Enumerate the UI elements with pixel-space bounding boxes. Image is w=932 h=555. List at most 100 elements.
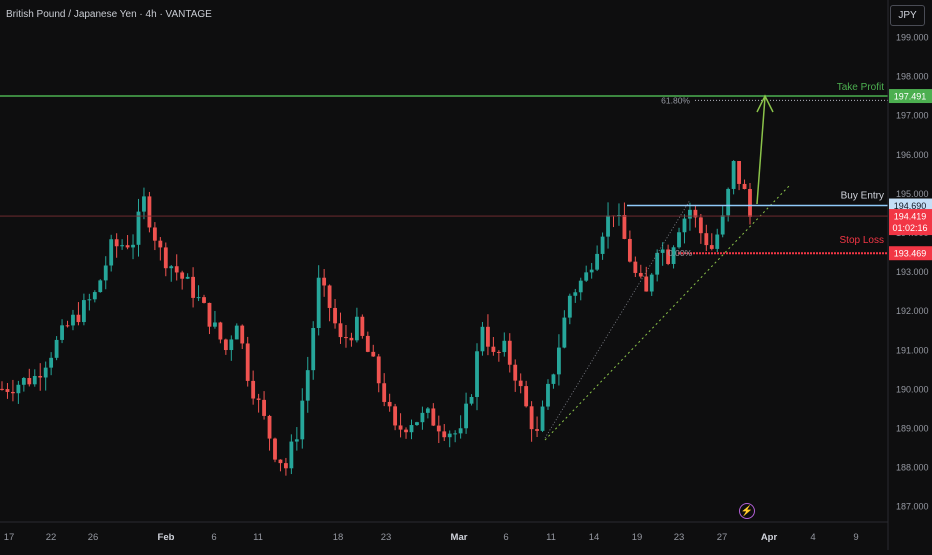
candle-body [234,325,239,340]
y-tick-label: 189.000 [896,424,929,434]
candle-body [475,351,479,397]
candle-body [120,245,125,247]
candle-body [360,316,365,336]
candle-body [720,215,725,235]
candle-body [600,236,605,254]
buy-entry-price-tag [889,198,932,213]
x-tick-label: 23 [674,532,685,543]
x-tick-label: 11 [546,532,556,543]
x-tick-label: 27 [717,532,728,543]
candle-body [87,299,92,301]
candle-body [677,232,681,248]
candle-body [202,297,206,303]
candle-body [114,239,119,247]
candle-body [584,272,589,281]
candle-body [65,325,70,327]
candle-body [540,406,545,431]
candle-body [338,323,343,338]
candle-body [16,384,21,394]
candle-body [486,326,490,347]
candle-body [136,211,141,245]
candle-body [546,383,550,407]
candle-body [633,261,638,273]
candle-body [589,269,594,273]
candle-body [453,433,458,435]
candle-body [365,335,370,352]
candle-body [638,272,643,277]
candle-body [218,322,223,340]
candle-body [311,327,316,371]
candle-body [158,240,163,248]
candle-body [305,370,310,401]
candle-body [125,245,130,248]
currency-button[interactable]: JPY [890,5,925,26]
lightning-bolt-icon[interactable]: ⚡ [739,503,755,519]
candle-body [185,276,190,279]
candle-body [524,386,529,407]
candle-body [354,316,359,341]
y-tick-label: 191.000 [896,345,929,355]
candle-body [420,412,425,423]
candle-body [398,425,403,430]
candle-body [464,403,468,429]
candle-body [273,438,277,460]
candle-body [32,375,37,385]
y-tick-label: 192.000 [896,306,929,316]
candle-body [442,431,447,438]
take-profit-price-tag [889,89,932,104]
candle-body [256,398,261,400]
candle-body [649,274,654,292]
x-tick-label: 22 [46,532,57,543]
candle-body [169,266,174,269]
candle-body [5,389,10,392]
candle-body [327,285,332,308]
candle-body [480,326,485,352]
target-arrow-shaft [756,96,766,205]
candle-body [404,429,408,433]
candle-body [240,325,245,344]
candle-body [81,300,86,323]
candle-body [425,408,430,413]
candle-body [496,351,501,353]
candle-body [196,297,201,299]
candle-body [704,233,709,246]
take-profit-price-text: 197.491 [894,92,927,102]
current-price-text: 194.419 [894,212,927,222]
y-tick-label: 195.000 [896,189,929,199]
candle-body [595,253,600,270]
candle-body [152,227,157,241]
candle-body [147,196,152,228]
candle-body [289,441,294,469]
candle-body [742,183,747,190]
candle-body [98,280,103,293]
fib-0-label: 0.00% [668,248,693,258]
candle-body [567,295,572,318]
candle-body [748,189,752,217]
candle-body [376,356,381,384]
symbol-title: British Pound / Japanese Yen · 4h · VANT… [6,9,212,20]
countdown-text: 01:02:16 [892,223,927,233]
x-tick-label: 26 [88,532,99,543]
x-tick-label: Feb [158,532,175,543]
candle-body [213,322,217,327]
candle-body [726,188,731,216]
candle-body [688,209,692,219]
candle-body [76,314,81,323]
candle-body [131,244,135,248]
candle-body [229,339,234,351]
y-tick-label: 196.000 [896,150,929,160]
x-tick-label: 14 [589,532,600,543]
candle-body [698,217,703,234]
candle-body [431,408,436,426]
candle-body [262,399,266,416]
candle-body [38,375,43,378]
candle-body [333,307,337,324]
candle-body [666,249,671,264]
y-tick-label: 193.000 [896,267,929,277]
candle-body [300,400,305,440]
candle-body [655,252,660,275]
candle-body [447,433,452,438]
candle-body [349,337,354,341]
